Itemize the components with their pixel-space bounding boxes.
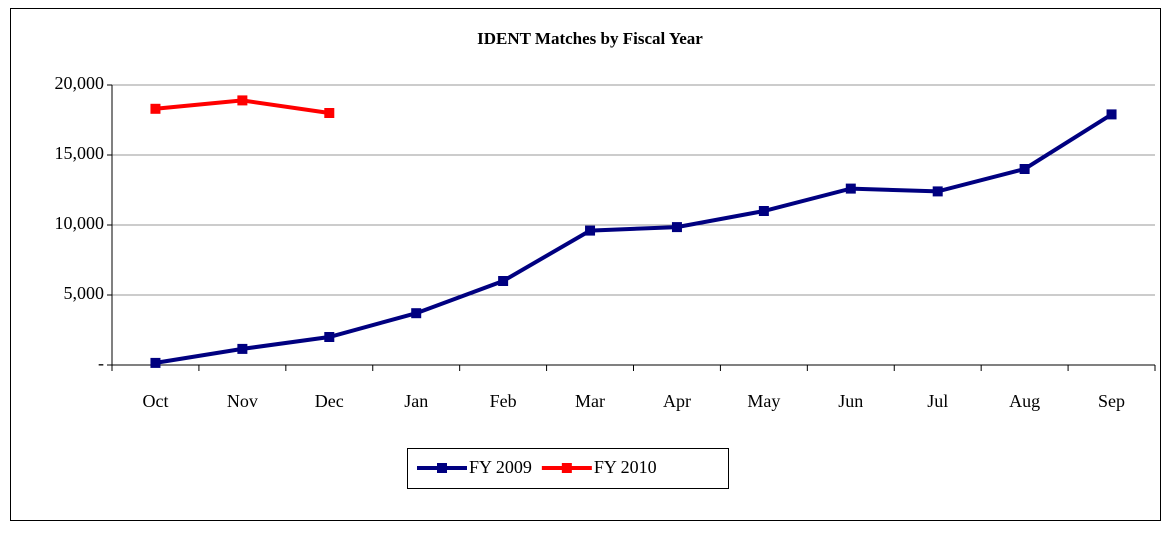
marker	[150, 357, 161, 368]
marker	[1019, 164, 1030, 174]
x-tick-label: Nov	[227, 391, 258, 411]
marker	[324, 332, 335, 342]
x-tick-label: May	[747, 391, 780, 411]
x-tick-label: Feb	[490, 391, 517, 411]
legend-marker	[437, 463, 447, 473]
legend-label: FY 2009	[469, 457, 532, 477]
y-tick-label: 15,000	[55, 143, 105, 163]
x-tick-label: Aug	[1009, 391, 1040, 411]
marker	[845, 183, 856, 194]
legend-label: FY 2010	[594, 457, 657, 477]
y-tick-label: 10,000	[55, 213, 105, 233]
marker	[411, 308, 422, 319]
marker	[585, 225, 596, 236]
chart-title: IDENT Matches by Fiscal Year	[477, 29, 703, 48]
x-tick-label: Mar	[575, 391, 605, 411]
x-tick-label: Jul	[927, 391, 948, 411]
marker	[324, 108, 335, 118]
y-tick-label: -	[98, 353, 104, 373]
x-tick-label: Sep	[1098, 391, 1125, 411]
marker	[1106, 109, 1117, 120]
x-tick-label: Jan	[404, 391, 428, 411]
x-tick-label: Dec	[315, 391, 344, 411]
marker	[932, 186, 943, 197]
x-tick-label: Jun	[838, 391, 863, 411]
marker	[237, 343, 248, 354]
marker	[150, 103, 161, 114]
series-line	[155, 112, 1113, 365]
marker	[671, 222, 682, 233]
marker	[758, 206, 769, 216]
legend-marker	[561, 463, 572, 473]
x-tick-label: Oct	[142, 391, 168, 411]
y-tick-label: 5,000	[64, 283, 105, 303]
marker	[498, 276, 509, 286]
marker	[237, 95, 248, 106]
x-tick-label: Apr	[663, 391, 691, 411]
y-tick-label: 20,000	[55, 73, 105, 93]
chart-border	[10, 8, 1161, 521]
